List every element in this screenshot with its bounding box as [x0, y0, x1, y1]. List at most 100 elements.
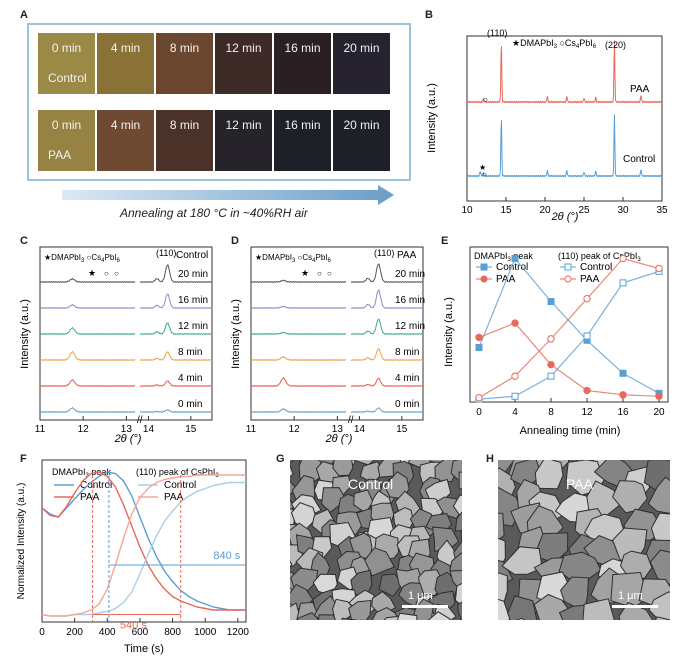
panel-c-star-marker: ★: [88, 268, 96, 278]
time-label: 20 min: [395, 269, 425, 280]
panel-d-circle-marker-2: ○: [327, 269, 332, 278]
panel-b-xtick-label: 30: [617, 205, 629, 216]
panel-e-point: [583, 386, 591, 395]
panel-c-circle-marker-2: ○: [114, 269, 119, 278]
sem-grain: [452, 494, 462, 517]
panel-e-point: [475, 333, 483, 342]
time-label: 4 min: [178, 373, 202, 384]
panel-e-point: [655, 264, 663, 273]
sem-grain: [290, 480, 297, 496]
xtick-label: 13: [332, 424, 344, 435]
panel-c-label: C: [20, 235, 28, 247]
panel-b-control-star-marker: ★: [479, 163, 486, 172]
panel-e-point: [511, 392, 519, 400]
sem-grain: [460, 530, 462, 547]
panel-e-series-line: [478, 270, 660, 400]
panel-e-legend-marker: [480, 275, 488, 283]
sample-photo-tile: 20 min: [333, 33, 390, 94]
sem-grain: [454, 511, 462, 532]
panel-d-circle-marker-1: ○: [317, 269, 322, 278]
panel-f-ylabel: Normalized Intensity (a.u.): [16, 483, 27, 600]
panel-e-legend-left-title: DMAPbI3 peak: [474, 251, 533, 263]
panel-f-series-line: [41, 474, 246, 617]
sem-grain: [297, 612, 320, 620]
sem-grain: [498, 598, 511, 620]
panel-e-xtick-label: 0: [476, 407, 482, 418]
sem-grain: [397, 612, 418, 620]
xrd-trace: [39, 293, 213, 310]
annealing-caption: Annealing at 180 °C in ~40%RH air: [120, 206, 308, 220]
panel-e-xtick-label: 16: [617, 407, 629, 418]
panel-h-sample-label: PAA: [566, 476, 593, 492]
panel-f-annotation-840: 840 s: [213, 550, 240, 562]
axis-break: //: [137, 415, 143, 426]
panel-e-legend-label: Control: [580, 262, 612, 273]
panel-b-xtick-label: 15: [500, 205, 512, 216]
time-label: 20 min: [178, 269, 208, 280]
panel-f-legend-label: Control: [80, 480, 112, 491]
panel-h-scale-bar: [612, 605, 658, 608]
panel-d-xlabel: 2θ (°): [325, 433, 353, 445]
panel-e-chart: Intensity (a.u.) Annealing time (min) DM…: [443, 246, 669, 437]
tile-time-label: 12 min: [225, 118, 262, 132]
sem-grain: [348, 599, 372, 620]
panel-b-paa-label: PAA: [630, 84, 650, 95]
panel-e-ylabel: Intensity (a.u.): [443, 297, 455, 367]
sample-photo-tile: 16 min: [274, 110, 331, 171]
panel-e-point: [583, 294, 591, 303]
panel-e-point: [511, 254, 519, 262]
panel-b-xtick-label: 35: [656, 205, 668, 216]
panel-b-chart: Intensity (a.u.) 10 15 20 25 30 35 2θ (°) (11…: [426, 28, 668, 223]
sem-grain: [341, 617, 356, 620]
panel-h-scale-text: 1 μm: [618, 590, 643, 602]
panel-f-legend-right-title: (110) peak of CsPbI3: [136, 467, 219, 479]
panel-f-xtick-label: 200: [66, 627, 83, 638]
xtick-label: 15: [185, 424, 197, 435]
sem-grain: [317, 614, 336, 620]
sem-grain: [290, 460, 295, 464]
panel-h-grains: [498, 460, 670, 620]
sem-grain: [507, 595, 538, 620]
panel-e-point: [547, 335, 555, 343]
sample-photo-tile: 8 min: [156, 33, 213, 94]
panel-f-legend-left-title: DMAPbI3 peak: [52, 467, 111, 479]
sample-photo-tile: 4 min: [97, 110, 154, 171]
annealing-arrow: [62, 185, 394, 205]
sem-grain: [501, 546, 543, 575]
time-label: 0 min: [178, 399, 202, 410]
panel-b-control-circle-marker: ○: [482, 170, 487, 179]
panel-f-xlabel: Time (s): [124, 643, 164, 655]
panel-c-sample-label: Control: [176, 250, 208, 261]
sem-grain: [290, 464, 294, 478]
xrd-trace: [250, 263, 424, 284]
tile-time-label: 20 min: [343, 118, 380, 132]
panel-d-chart: Intensity (a.u.) 2θ (°) ★DMAPbI3 ○Cs4PbI…: [230, 246, 425, 445]
sample-photo-tile: 12 min: [215, 33, 272, 94]
panel-e-point: [655, 392, 663, 400]
xtick-label: 14: [143, 424, 155, 435]
panel-d-label: D: [231, 235, 239, 247]
sem-grain: [534, 460, 564, 490]
panel-e-point: [547, 372, 555, 380]
panel-b-paa-circle-marker: ○: [483, 95, 488, 104]
panel-d-sample-label: PAA: [397, 250, 417, 261]
sem-grain: [648, 591, 670, 620]
sem-grain: [364, 547, 396, 577]
panel-h-label: H: [486, 453, 494, 465]
sem-grain: [352, 460, 376, 466]
panel-c-legend: ★DMAPbI3 ○Cs4PbI6: [44, 253, 121, 264]
time-label: 16 min: [178, 295, 208, 306]
panel-e-legend-label: PAA: [580, 274, 600, 285]
panel-d-star-marker: ★: [301, 268, 309, 278]
sem-grain: [458, 471, 462, 490]
panel-e-xlabel: Annealing time (min): [520, 425, 621, 437]
time-label: 8 min: [178, 347, 202, 358]
xrd-trace: [250, 318, 424, 336]
tile-sample-label: PAA: [48, 148, 72, 162]
sem-grain: [515, 617, 526, 620]
time-label: 0 min: [395, 399, 419, 410]
panel-a-frame: [27, 23, 411, 181]
panel-e-label: E: [441, 235, 449, 247]
tile-time-label: 8 min: [169, 41, 200, 55]
xrd-trace: [250, 348, 424, 362]
